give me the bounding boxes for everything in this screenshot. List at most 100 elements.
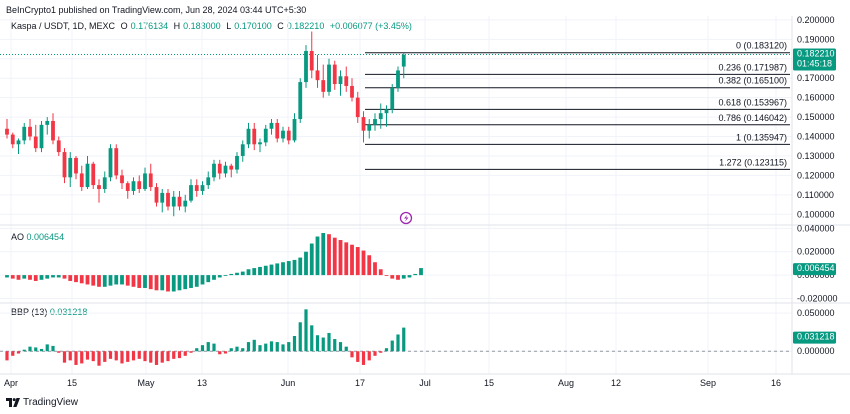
candle-body [148, 173, 153, 188]
bbp-bar [57, 351, 61, 353]
bbp-bar [396, 334, 400, 352]
bbp-bar [235, 346, 239, 352]
grid-lines [0, 16, 792, 374]
bbp-bar [149, 351, 153, 363]
fib-level-label: 1 (0.135947) [736, 132, 787, 142]
candle-body [189, 185, 193, 201]
candle-body [200, 185, 205, 191]
time-axis-label: 15 [484, 378, 494, 388]
candle-body [114, 148, 119, 176]
candle-body [5, 128, 9, 135]
ao-bar [401, 275, 406, 279]
ao-bar [229, 273, 234, 276]
candle-body [16, 140, 21, 145]
price-axis-label: 0.150000 [797, 112, 835, 122]
fib-level-label: 1.272 (0.123115) [719, 157, 787, 167]
time-axis-label: 12 [611, 378, 621, 388]
symbol-title: Kaspa / USDT, 1D, MEXC [11, 21, 116, 31]
ohlc-close-value: 0.182210 [286, 21, 325, 31]
ao-bar [74, 275, 78, 283]
candle-body [10, 134, 15, 145]
ao-bar [108, 275, 113, 286]
ao-bar [413, 273, 418, 276]
ao-bar [246, 269, 251, 276]
ao-bar [62, 275, 67, 279]
price-axis-label: 0.120000 [797, 170, 835, 180]
ao-bar [22, 275, 27, 279]
time-axis-label: 16 [771, 378, 781, 388]
ao-bar [292, 259, 297, 276]
ohlc-high-label: H [173, 21, 181, 31]
bbp-bar [241, 348, 245, 352]
change-value: +0.006077 (+3.45%) [329, 21, 412, 31]
candle-body [332, 64, 337, 85]
candle-body [97, 185, 101, 190]
candle-body [171, 196, 176, 207]
bbp-bar [356, 351, 360, 362]
footer-brand: TradingView [23, 397, 79, 408]
bbp-bar [315, 335, 320, 352]
ao-bar [39, 275, 44, 280]
price-badge-text: 01:45:18 [797, 58, 832, 68]
ao-bar [33, 275, 38, 281]
bbp-bar [310, 325, 314, 352]
price-axis-label: 0.100000 [797, 209, 835, 219]
candle-body [183, 200, 188, 207]
ao-bar [51, 275, 55, 278]
candle-body [45, 120, 50, 125]
ao-bar [114, 275, 119, 285]
candle-body [91, 163, 96, 186]
bbp-bar [51, 345, 55, 352]
time-axis-label: Sep [700, 378, 716, 388]
candle-body [246, 128, 251, 145]
ao-bar [321, 233, 326, 276]
bbp-badge [793, 331, 836, 344]
price-axis-label: 0.140000 [797, 132, 835, 142]
pane-separators [0, 16, 850, 375]
bbp-bar [252, 339, 256, 352]
bbp-bar [143, 351, 147, 362]
ao-bar [125, 275, 130, 286]
replay-icon[interactable] [399, 211, 413, 225]
bbp-bar [5, 351, 9, 361]
candle-body [350, 85, 354, 98]
bbp-bar [131, 351, 136, 361]
candle-body [166, 192, 170, 207]
ohlc-open-label: O [120, 21, 128, 31]
candle-body [22, 126, 27, 141]
bbp-bar [108, 351, 113, 359]
bbp-bar [212, 343, 216, 352]
bbp-bar [269, 341, 274, 352]
bbp-legend: BBP (13) 0.031218 [11, 307, 87, 317]
candle-body [68, 157, 73, 178]
ao-bar [390, 275, 395, 279]
fib-level-label: 0.618 (0.153967) [718, 97, 787, 107]
candle-body [321, 80, 326, 92]
candle-body [62, 152, 67, 178]
ao-bar [344, 242, 349, 276]
ao-bar [315, 236, 320, 276]
candle-body [390, 87, 395, 110]
bbp-bar [137, 351, 141, 359]
candle-body [263, 128, 268, 143]
price-badge-text: 0.182210 [797, 48, 835, 58]
candle-body [229, 165, 234, 170]
bbp-legend-value: 0.031218 [49, 307, 88, 317]
bbp-bar [11, 351, 15, 356]
candle-body [56, 140, 61, 153]
price-candles [5, 31, 406, 217]
ao-title: AO [11, 232, 25, 242]
time-axis-label: 15 [67, 378, 77, 388]
bbp-bar [154, 351, 159, 365]
candle-body [143, 173, 147, 190]
bbp-bar [287, 342, 291, 352]
ao-legend-value: 0.006454 [26, 232, 65, 242]
ao-axis-label: 0.020000 [797, 247, 835, 257]
candle-body [206, 177, 211, 186]
time-axis-label: Aug [558, 378, 574, 388]
bbp-bar [62, 351, 67, 363]
candle-body [298, 82, 303, 120]
bbp-bar [177, 351, 182, 359]
candle-body [120, 175, 124, 184]
